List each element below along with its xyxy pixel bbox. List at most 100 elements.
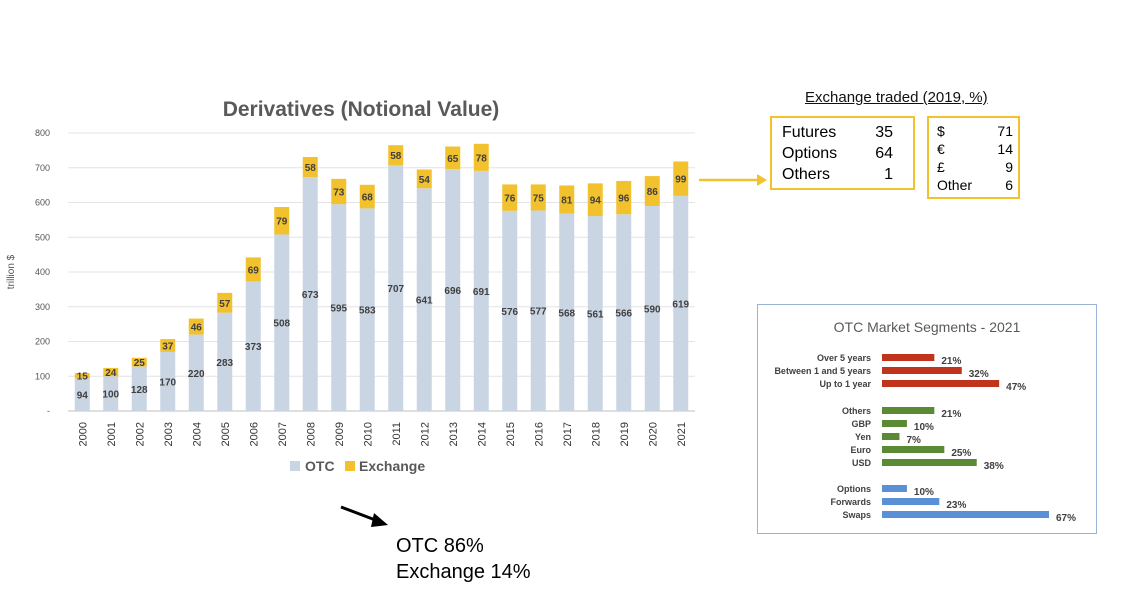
data-label-exchange: 73 [333,188,345,199]
segment-label: Others [842,406,871,416]
data-label-otc: 170 [159,377,176,388]
bar-otc [160,351,176,411]
x-tick-label: 2011 [391,422,403,446]
data-label-exchange: 96 [618,194,630,205]
bar-exchange [131,357,147,367]
y-tick-label: 700 [35,163,50,173]
data-label-otc: 100 [102,390,119,401]
summary-exchange: Exchange 14% [396,561,531,583]
data-label-exchange: 58 [390,151,402,162]
y-tick-label: 300 [35,302,50,312]
data-label-otc: 619 [672,299,689,310]
segment-bar [882,367,962,374]
y-tick-label: - [47,406,50,416]
data-label-exchange: 65 [447,154,459,165]
bar-exchange [416,169,432,189]
bar-otc [473,170,489,411]
data-label-otc: 94 [77,391,89,402]
data-label-otc: 373 [245,342,262,353]
segment-value: 10% [914,422,934,433]
y-tick-label: 100 [35,371,50,381]
bar-otc [217,312,233,411]
y-tick-label: 400 [35,267,50,277]
currency-value: 9 [1005,159,1013,175]
callout-arrow [699,174,767,186]
bar-otc [445,169,461,411]
product-label: Others [782,166,831,183]
exchange-traded-title: Exchange traded (2019, %) [805,89,988,106]
legend-label-exchange: Exchange [359,458,425,474]
data-label-exchange: 25 [134,358,146,369]
bar-exchange [388,145,404,166]
currency-value: 71 [997,123,1013,139]
segment-bar [882,498,940,505]
x-tick-label: 2021 [676,422,688,446]
bar-otc [274,234,290,411]
segment-value: 7% [906,435,921,446]
x-tick-label: 2010 [362,422,374,446]
bar-otc [616,214,632,411]
data-label-otc: 641 [416,296,433,307]
data-label-otc: 283 [216,358,233,369]
segment-bar [882,407,935,414]
exchange-currency-box: $ 71 € 14 £ 9 Other 6 [927,116,1020,199]
derivatives-chart: Derivatives (Notional Value) - 100 200 300 40… [6,98,695,474]
data-label-otc: 568 [558,308,575,319]
segment-value: 23% [946,500,966,511]
x-tick-label: 2015 [505,422,517,446]
currency-label: £ [937,159,945,175]
data-label-exchange: 58 [305,163,317,174]
segment-value: 21% [941,409,961,420]
chart-title: Derivatives (Notional Value) [223,98,500,121]
product-value: 64 [875,145,893,162]
data-label-otc: 566 [615,309,632,320]
bar-exchange [359,184,375,209]
segment-label: Euro [850,445,871,455]
segment-bar [882,433,900,440]
segment-value: 47% [1006,382,1026,393]
data-label-otc: 561 [587,310,604,321]
data-label-exchange: 78 [476,153,488,164]
data-label-otc: 576 [501,307,518,318]
x-tick-label: 2012 [419,422,431,446]
x-tick-label: 2017 [562,422,574,446]
bar-exchange [502,184,518,211]
x-tick-label: 2000 [77,422,89,446]
segment-label: Options [837,484,871,494]
bar-exchange [559,185,575,214]
legend-swatch-otc [290,461,300,471]
bar-exchange [616,180,632,215]
segment-label: Forwards [830,497,871,507]
currency-value: 6 [1005,177,1013,193]
data-label-exchange: 86 [647,187,659,198]
bar-exchange [644,176,660,206]
segment-label: Yen [855,432,871,442]
data-label-otc: 577 [530,307,547,318]
data-label-exchange: 99 [675,175,687,186]
segment-bar [882,446,945,453]
segment-label: Between 1 and 5 years [774,366,871,376]
otc-exchange-summary: OTC 86% Exchange 14% [396,533,531,585]
x-tick-label: 2016 [533,422,545,446]
bar-exchange [673,161,689,196]
segment-bar [882,459,977,466]
bar-otc [388,165,404,411]
x-tick-label: 2002 [134,422,146,446]
bar-exchange [103,367,119,377]
x-tick-label: 2005 [220,422,232,446]
x-tick-label: 2001 [106,422,118,446]
data-label-otc: 128 [131,385,148,396]
otc-segments-panel: OTC Market Segments - 2021 Over 5 years 21… [757,304,1097,534]
x-tick-label: 2003 [163,422,175,446]
segment-value: 25% [951,448,971,459]
bar-otc [302,177,318,411]
segment-label: GBP [851,419,871,429]
segment-value: 32% [969,369,989,380]
data-label-exchange: 37 [162,341,174,352]
x-tick-label: 2007 [277,422,289,446]
summary-otc: OTC 86% [396,535,484,557]
x-tick-label: 2006 [248,422,260,446]
x-tick-label: 2013 [448,422,460,446]
bar-otc [587,216,603,411]
currency-value: 14 [997,141,1013,157]
